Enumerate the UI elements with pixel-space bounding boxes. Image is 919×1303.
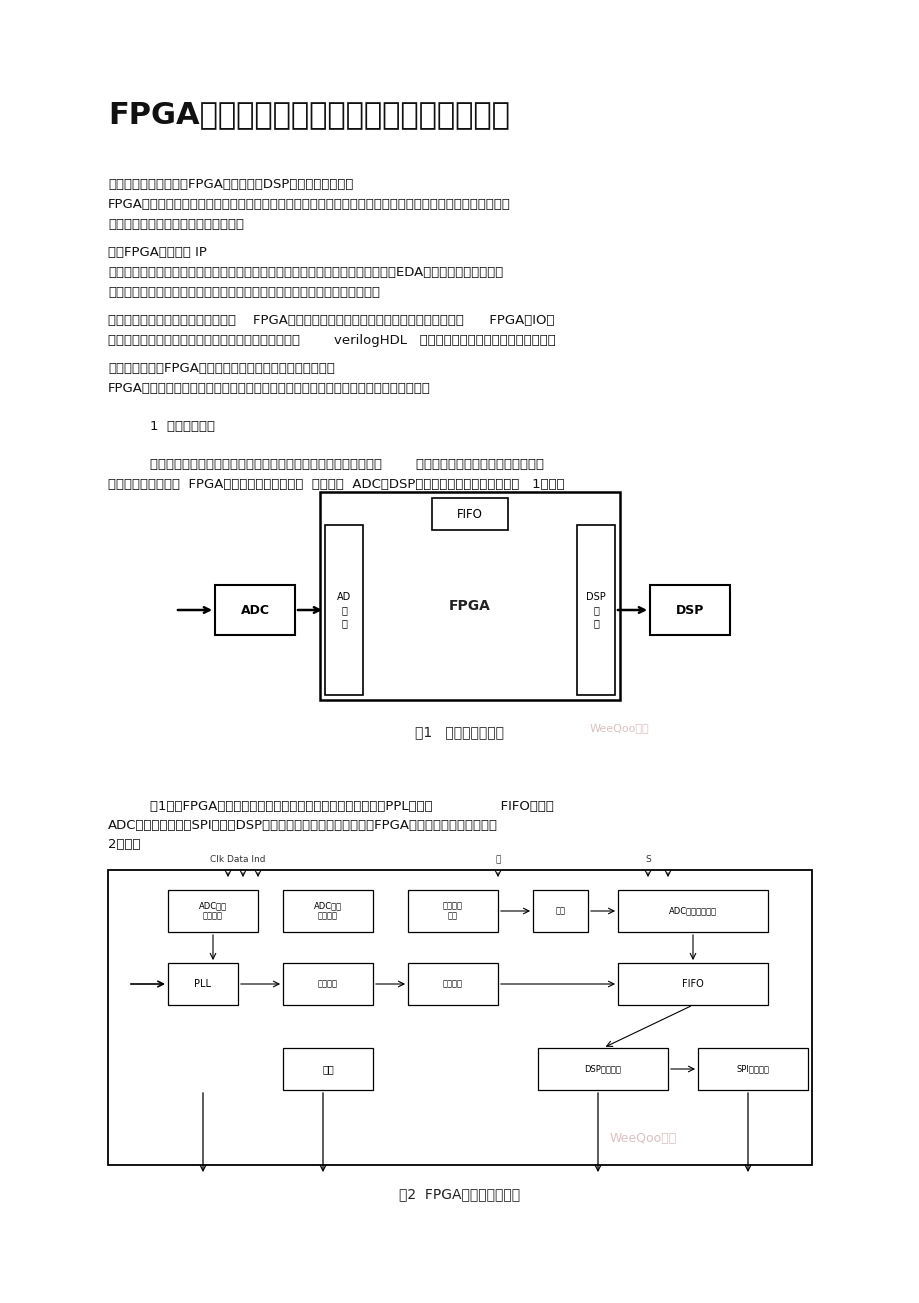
- Text: AD
配
置: AD 配 置: [336, 592, 351, 628]
- Text: FIFO: FIFO: [681, 979, 703, 989]
- Bar: [698, 1048, 807, 1091]
- Bar: [324, 525, 363, 694]
- Text: 计数: 计数: [555, 907, 565, 916]
- Text: WeeQoo维库: WeeQoo维库: [609, 1132, 676, 1145]
- Text: PLL: PLL: [194, 979, 211, 989]
- Text: ADC控制接口、理、SPI接口、DSP总线接口、状态和自检模块等。FPGA的内部结构功能框图如图: ADC控制接口、理、SPI接口、DSP总线接口、状态和自检模块等。FPGA的内部…: [108, 820, 497, 833]
- Bar: [283, 890, 372, 932]
- Text: ADC控制
串行接口: ADC控制 串行接口: [313, 902, 342, 921]
- Text: 口多，且可以自由编程、支配、定义其功能，同时配以        verilogHDL   语言以及芯片自带的可定制模块，即可: 口多，且可以自由编程、支配、定义其功能，同时配以 verilogHDL 语言以及…: [108, 334, 555, 347]
- Bar: [618, 890, 767, 932]
- Bar: [108, 870, 811, 1165]
- Bar: [532, 890, 587, 932]
- Text: 验证，则可加速设计过程，降低开发风险，缩短了开发周期，效率高而且更能: 验证，则可加速设计过程，降低开发风险，缩短了开发周期，效率高而且更能: [108, 285, 380, 298]
- Text: 本文所设计的高速数据采集系统是某雷达信号处理系统的一部分，        可用于雷达信号的预处理以及采集、: 本文所设计的高速数据采集系统是某雷达信号处理系统的一部分， 可用于雷达信号的预处…: [150, 457, 543, 470]
- Text: 1  系统基本构架: 1 系统基本构架: [150, 420, 215, 433]
- Text: 在高速数据采集方面，FPGA有单片机和DSP无法比拟的优势。: 在高速数据采集方面，FPGA有单片机和DSP无法比拟的优势。: [108, 179, 353, 192]
- Text: DSP总线接口: DSP总线接口: [584, 1065, 620, 1074]
- Text: 图1中的FPGA可用作数字接收机的预处理模块，该器件集成有PPL倍频、                FIFO及其管: 图1中的FPGA可用作数字接收机的预处理模块，该器件集成有PPL倍频、 FIFO…: [150, 800, 553, 813]
- Text: 适应市场。本数据采集系统就是基于    FPGA技术设计的多路模拟量、数字量采集与处理系统。      FPGA的IO端: 适应市场。本数据采集系统就是基于 FPGA技术设计的多路模拟量、数字量采集与处理…: [108, 314, 554, 327]
- Bar: [407, 963, 497, 1005]
- Bar: [618, 963, 767, 1005]
- Text: 进行软件设计。FPGA的最大优点是可在线编程。此外，基于: 进行软件设计。FPGA的最大优点是可在线编程。此外，基于: [108, 362, 335, 375]
- Text: S: S: [644, 855, 650, 864]
- Text: 时钟分发: 时钟分发: [318, 980, 337, 989]
- Text: ADC采样
时钟接口: ADC采样 时钟接口: [199, 902, 227, 921]
- Text: FPGA设计的数据采集器还可以方便地进行远程功能扩展，以适应不同应用场合的需要。: FPGA设计的数据采集器还可以方便地进行远程功能扩展，以适应不同应用场合的需要。: [108, 382, 430, 395]
- Text: 讯: 讯: [494, 855, 500, 864]
- Text: 围控制、译码和接口电路。更最主要的: 围控制、译码和接口电路。更最主要的: [108, 218, 244, 231]
- Text: 缓存。本系统以高速  FPGA为核心逻辑控制模块，  并与高速  ADC和DSP相连接。其系统基本架构如图   1所示。: 缓存。本系统以高速 FPGA为核心逻辑控制模块， 并与高速 ADC和DSP相连接…: [108, 478, 564, 491]
- Bar: [432, 498, 507, 530]
- Text: 频率命令: 频率命令: [443, 980, 462, 989]
- Bar: [650, 585, 729, 635]
- Bar: [283, 1048, 372, 1091]
- Text: ADC: ADC: [240, 603, 269, 616]
- Text: FPGA芯片在高速数据采集缓存系统中的应用: FPGA芯片在高速数据采集缓存系统中的应用: [108, 100, 509, 129]
- Text: 图2  FPGA内部电路结构图: 图2 FPGA内部电路结构图: [399, 1187, 520, 1201]
- Polygon shape: [320, 493, 619, 700]
- Text: DSP: DSP: [675, 603, 703, 616]
- Bar: [407, 890, 497, 932]
- Text: FPGA的时钟频率高，内部时延小、全部控制逻辑都可由硬件完成，而且速度快，组成形式灵活，并可以集成外: FPGA的时钟频率高，内部时延小、全部控制逻辑都可由硬件完成，而且速度快，组成形…: [108, 198, 510, 211]
- Bar: [576, 525, 614, 694]
- Text: 是，FPGA可以采用 IP: 是，FPGA可以采用 IP: [108, 246, 207, 259]
- Text: WeeQoo维库: WeeQoo维库: [589, 723, 649, 734]
- Text: Clk Data Ind: Clk Data Ind: [210, 855, 266, 864]
- Text: FIFO: FIFO: [457, 507, 482, 520]
- Bar: [168, 890, 257, 932]
- Text: ADC采样数据缓存: ADC采样数据缓存: [668, 907, 716, 916]
- Text: FPGA: FPGA: [448, 599, 491, 612]
- Bar: [215, 585, 295, 635]
- Text: 自检: 自检: [322, 1065, 334, 1074]
- Text: 视频处理
缓存: 视频处理 缓存: [443, 902, 462, 921]
- Bar: [538, 1048, 667, 1091]
- Text: SPI总线接口: SPI总线接口: [736, 1065, 768, 1074]
- Bar: [283, 963, 372, 1005]
- Text: 图1   系统基本架构图: 图1 系统基本架构图: [415, 724, 504, 739]
- Text: 2所示。: 2所示。: [108, 838, 141, 851]
- Text: DSP
接
口: DSP 接 口: [585, 592, 606, 628]
- Bar: [168, 963, 238, 1005]
- Text: 内核技术，以通过继承、共享或购买所需的知识产权内核提高其开发进度。而利用EDA工具进行设计、综合和: 内核技术，以通过继承、共享或购买所需的知识产权内核提高其开发进度。而利用EDA工…: [108, 266, 503, 279]
